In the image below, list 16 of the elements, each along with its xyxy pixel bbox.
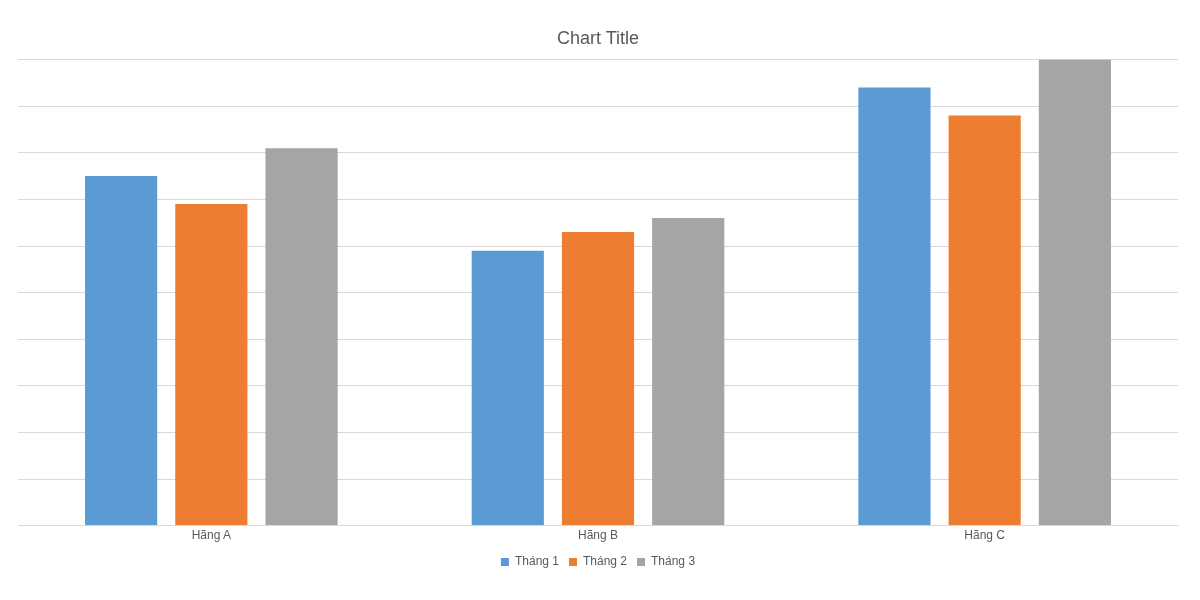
- bar: [948, 115, 1021, 526]
- legend-label: Tháng 1: [514, 554, 560, 569]
- bar: [652, 218, 725, 526]
- bar: [85, 176, 158, 526]
- x-tick-label: Hãng C: [964, 528, 1006, 543]
- bar: [858, 87, 931, 526]
- bar: [561, 232, 635, 526]
- chart-title: Chart Title: [556, 27, 640, 48]
- bar: [265, 148, 338, 526]
- bar: [175, 204, 248, 526]
- x-tick-label: Hãng B: [577, 528, 619, 543]
- legend-label: Tháng 2: [582, 554, 628, 569]
- x-tick-label: Hãng A: [191, 528, 232, 543]
- bar: [1038, 59, 1111, 526]
- legend-label: Tháng 3: [651, 554, 696, 569]
- bar: [471, 250, 544, 526]
